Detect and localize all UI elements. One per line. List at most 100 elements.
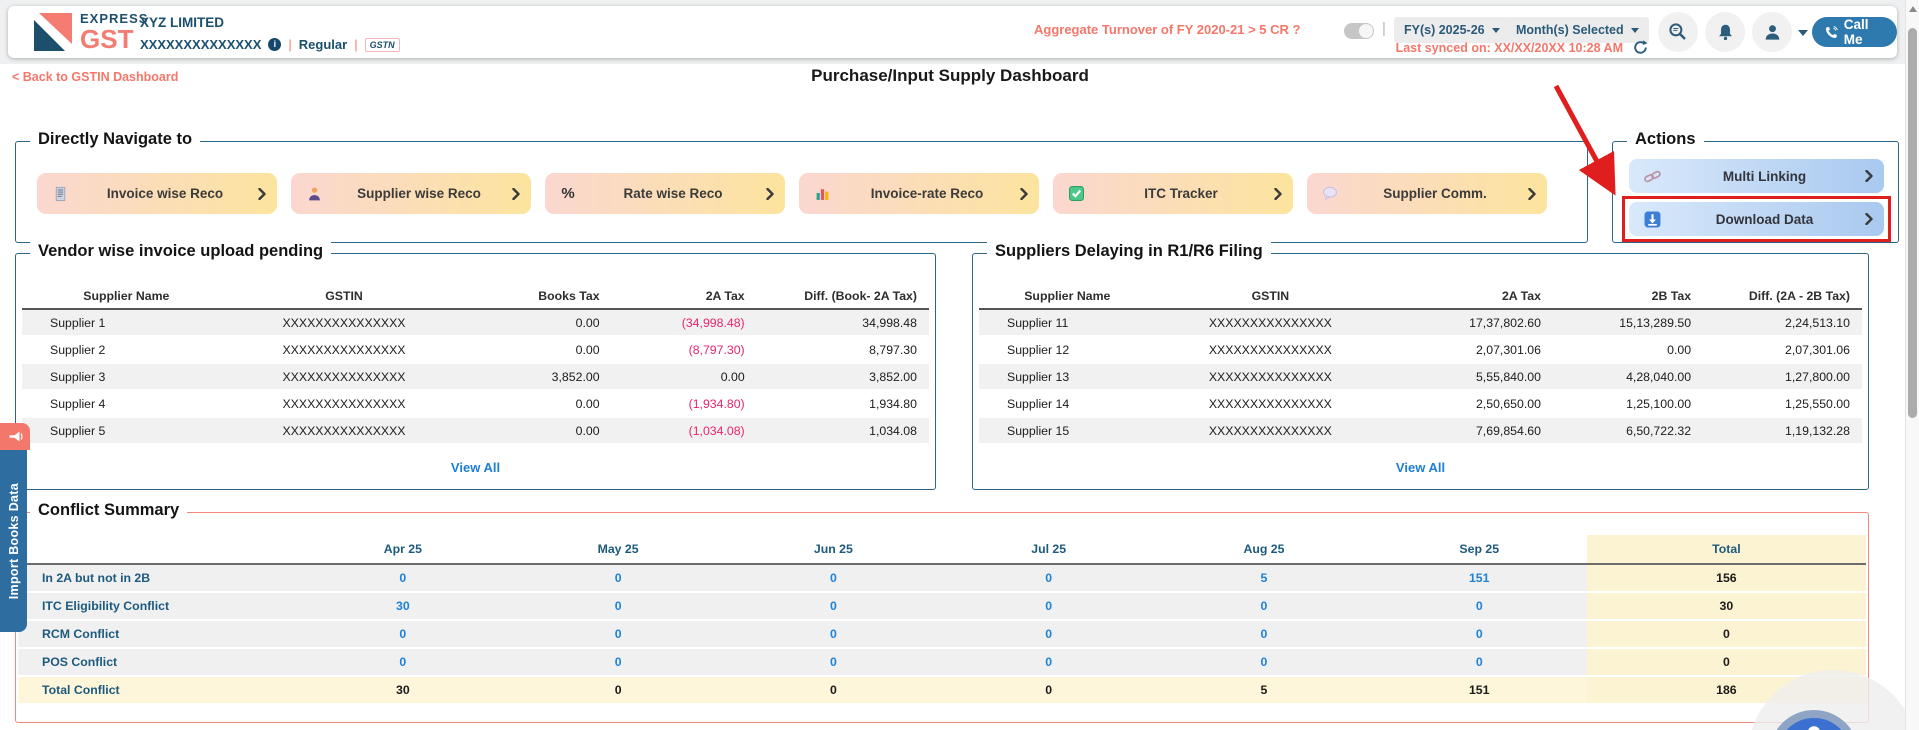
conflict-value-link[interactable]: 0 [1045,599,1053,613]
scrollbar-thumb[interactable] [1908,28,1917,418]
col-apr: Apr 25 [383,542,422,556]
info-icon[interactable]: i [268,38,282,51]
last-synced-text: Last synced on: XX/XX/20XX 10:28 AM [1395,41,1623,55]
col-2b-tax: 2B Tax [1651,289,1692,303]
conflict-value-link[interactable]: 0 [1045,655,1053,669]
actions-panel: Actions Multi Linking Download Data [1612,130,1899,243]
month-selector-dropdown[interactable]: Month(s) Selected [1506,17,1649,43]
conflict-value-link[interactable]: 0 [1260,599,1268,613]
col-diff: Diff. (Book- 2A Tax) [804,289,917,303]
conflict-value-link[interactable]: 30 [395,599,410,613]
r1r6-view-all-link[interactable]: View All [1395,460,1446,475]
chevron-right-icon [1528,187,1536,200]
scrollbar [1905,0,1919,730]
chevron-right-icon [1020,187,1028,200]
col-total: Total [1586,535,1866,563]
table-row: Supplier 3 XXXXXXXXXXXXXXX 3,852.00 0.00… [22,364,929,391]
supplier-comm-button[interactable]: Supplier Comm. [1307,173,1547,214]
back-to-gstin-dashboard-link[interactable]: < Back to GSTIN Dashboard [12,70,179,84]
multi-linking-button[interactable]: Multi Linking [1629,159,1884,193]
col-diff: Diff. (2A - 2B Tax) [1748,289,1850,303]
fy-selector-dropdown[interactable]: FY(s) 2025-26 [1394,17,1510,43]
conflict-value-link[interactable]: 0 [1475,627,1483,641]
table-row: Supplier 14 XXXXXXXXXXXXXXX 2,50,650.00 … [979,391,1862,418]
conflict-summary-legend: Conflict Summary [30,501,188,520]
chevron-down-icon [1630,27,1639,33]
rate-wise-reco-button[interactable]: % Rate wise Reco [545,173,785,214]
scrollbar-up-arrow[interactable] [1909,6,1917,12]
conflict-value-link[interactable]: 151 [1468,571,1490,585]
col-sep: Sep 25 [1459,542,1500,556]
checkbox-icon [1068,186,1084,201]
vendor-view-all-link[interactable]: View All [450,460,501,475]
gstin-masked: XXXXXXXXXXXXXX [140,37,262,52]
conflict-value-link[interactable]: 0 [1045,627,1053,641]
month-selector-label: Month(s) Selected [1516,23,1624,37]
chevron-right-icon [512,187,520,200]
percent-icon: % [561,185,575,202]
conflict-value-link[interactable]: 0 [829,599,837,613]
supplier-wise-reco-label: Supplier wise Reco [357,186,481,201]
conflict-value-link[interactable]: 0 [614,599,622,613]
multi-linking-label: Multi Linking [1722,168,1807,184]
registration-type: Regular [298,37,348,52]
conflict-row-total: Total Conflict 30 0 0 0 5 151 186 [18,677,1866,705]
speech-bubble-icon [1323,186,1337,201]
turnover-toggle[interactable] [1344,23,1374,39]
invoice-wise-reco-button[interactable]: Invoice wise Reco [37,173,277,214]
download-data-button[interactable]: Download Data [1629,202,1884,236]
conflict-value-link[interactable]: 0 [614,627,622,641]
rate-wise-reco-label: Rate wise Reco [623,186,723,201]
col-books-tax: Books Tax [538,289,600,303]
notifications-button[interactable] [1705,12,1745,52]
invoice-rate-reco-button[interactable]: Invoice-rate Reco [799,173,1039,214]
directly-navigate-legend: Directly Navigate to [30,130,201,149]
col-gstin: GSTIN [1251,289,1290,303]
account-button[interactable] [1752,12,1792,52]
conflict-value-link[interactable]: 0 [829,655,837,669]
conflict-value-link[interactable]: 0 [829,627,837,641]
conflict-value-link[interactable]: 0 [1475,599,1483,613]
expressgst-logo-icon [34,13,72,51]
conflict-value-link[interactable]: 0 [1260,627,1268,641]
chevron-right-icon [1274,187,1282,200]
conflict-value-link[interactable]: 0 [614,655,622,669]
megaphone-icon [9,431,23,441]
account-menu-caret[interactable] [1798,30,1808,36]
bar-chart-icon [816,189,828,200]
refresh-icon[interactable] [1632,39,1649,56]
supplier-comm-label: Supplier Comm. [1383,186,1487,201]
vendor-pending-table: Supplier Name GSTIN Books Tax 2A Tax Dif… [22,284,929,445]
table-row: Supplier 5 XXXXXXXXXXXXXXX 0.00 (1,034.0… [22,418,929,445]
supplier-wise-reco-button[interactable]: Supplier wise Reco [291,173,531,214]
call-me-button[interactable]: Call Me [1812,17,1897,47]
brand-gst: GST [80,24,134,54]
brand-express: EXPRESS [80,11,149,26]
phone-icon [1825,25,1838,38]
conflict-value-link[interactable]: 0 [614,571,622,585]
invoice-wise-reco-label: Invoice wise Reco [106,186,224,201]
conflict-value-link[interactable]: 0 [1260,655,1268,669]
download-data-label: Download Data [1715,211,1814,227]
import-books-data-tab[interactable]: Import Books Data [0,450,27,632]
conflict-value-link[interactable]: 0 [399,571,407,585]
conflict-value-link[interactable]: 0 [829,571,837,585]
conflict-value-link[interactable]: 0 [1475,655,1483,669]
conflict-value-link[interactable]: 5 [1260,571,1268,585]
search-gstin-button[interactable] [1658,12,1698,52]
assistant-person-icon [1808,726,1820,730]
conflict-value-link[interactable]: 0 [399,627,407,641]
chevron-right-icon [766,187,774,200]
announcement-tab[interactable] [0,423,30,450]
conflict-value-link[interactable]: 0 [1045,571,1053,585]
navigate-buttons-row: Invoice wise Reco Supplier wise Reco % R… [37,173,1547,214]
col-may: May 25 [597,542,639,556]
vendor-table-header: Supplier Name GSTIN Books Tax 2A Tax Dif… [22,284,929,310]
itc-tracker-button[interactable]: ITC Tracker [1053,173,1293,214]
col-supplier-name: Supplier Name [83,289,170,303]
chevron-right-icon [1865,213,1873,225]
table-row: Supplier 2 XXXXXXXXXXXXXXX 0.00 (8,797.3… [22,337,929,364]
conflict-value-link[interactable]: 0 [399,655,407,669]
r1r6-table: Supplier Name GSTIN 2A Tax 2B Tax Diff. … [979,284,1862,445]
